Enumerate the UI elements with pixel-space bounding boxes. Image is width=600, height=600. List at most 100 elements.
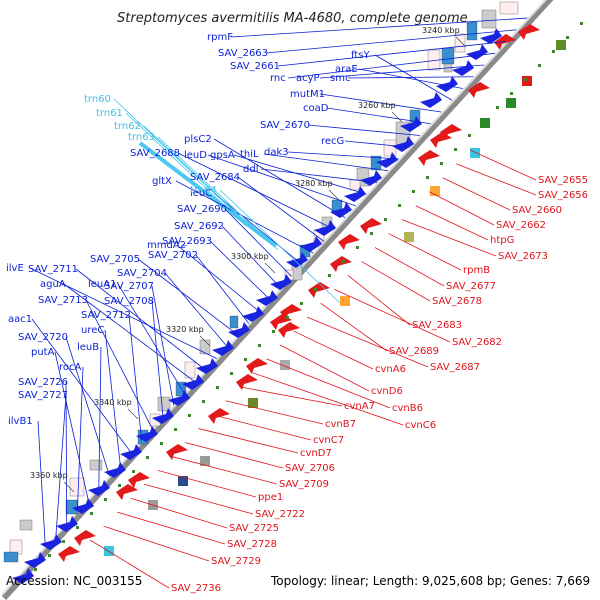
forward-leader-line [177, 152, 335, 230]
track-tick [370, 232, 373, 235]
forward-gene-label: SAV_2663 [218, 48, 268, 59]
track-tick [160, 442, 163, 445]
track-tick [454, 148, 457, 151]
kbp-layer: 3240 kbp 3260 kbp 3280 kbp 3300 kbp 3320 kbp… [30, 26, 467, 493]
forward-gene-label: SAV_2670 [260, 120, 310, 131]
forward-leader-line [307, 124, 421, 136]
forward-leader-line [213, 138, 346, 218]
reverse-gene-label: cvnA6 [375, 364, 406, 375]
forward-leader-line [75, 268, 207, 371]
forward-gene-label: aguA [40, 279, 66, 290]
forward-gene-arrow [242, 306, 264, 322]
forward-gene-label: ilvE [6, 263, 24, 274]
kbp-tick-mark [391, 111, 403, 123]
forward-gene-label: SAV_2720 [18, 332, 68, 343]
track-tick [482, 120, 485, 123]
genome-title: Streptomyces avermitilis MA-4680, comple… [117, 11, 468, 26]
feature-marker [470, 148, 480, 158]
forward-leader-line [221, 225, 282, 289]
forward-gene-label: SAV_2661 [230, 61, 280, 72]
gene-block [89, 459, 103, 471]
reverse-gene-label: SAV_2660 [512, 205, 562, 216]
reverse-gene-label: SAV_2656 [538, 190, 588, 201]
track-tick [524, 78, 527, 81]
forward-gene-label: acyP [296, 73, 320, 84]
kbp-tick-mark [199, 335, 211, 347]
track-tick [62, 540, 65, 543]
track-tick [412, 190, 415, 193]
forward-leader-line [128, 314, 143, 441]
gene-block [157, 396, 171, 412]
forward-gene-label: SAV_2704 [117, 268, 167, 279]
track-tick [468, 134, 471, 137]
track-tick [76, 526, 79, 529]
reverse-gene-label: SAV_2687 [430, 362, 480, 373]
trna-label: trn61 [96, 108, 123, 119]
forward-gene-label: rocA [59, 362, 82, 373]
gene-block [3, 551, 19, 563]
forward-gene-arrow [300, 236, 322, 252]
forward-leader-line [29, 267, 217, 359]
reverse-leader-line [144, 483, 254, 515]
kbp-tick-mark [264, 262, 276, 274]
forward-gene-label: ddl [243, 164, 258, 175]
reverse-leader-line [442, 177, 511, 211]
forward-gene-arrow [314, 220, 336, 236]
forward-gene-label: leuC [190, 188, 212, 199]
forward-leader-line [55, 394, 67, 535]
forward-gene-arrow [452, 60, 474, 76]
forward-leader-line [65, 336, 110, 477]
reverse-gene-label: rpmB [463, 265, 490, 276]
forward-gene-label: SAV_2690 [177, 204, 227, 215]
track-tick [104, 498, 107, 501]
forward-gene-arrow [270, 274, 292, 290]
forward-leader-line [85, 299, 153, 430]
track-tick [300, 302, 303, 305]
forward-leader-line [104, 329, 121, 465]
kbp-tick-label: 3300 kbp [231, 252, 269, 261]
track-tick [118, 484, 121, 487]
forward-gene-arrow [376, 152, 398, 168]
forward-leader-line [213, 192, 303, 265]
forward-gene-arrow [436, 76, 458, 92]
reverse-leader-line [306, 316, 429, 368]
forward-gene-label: SAV_2708 [104, 296, 154, 307]
kbp-tick-label: 3360 kbp [30, 471, 68, 480]
gene-block [454, 33, 466, 53]
forward-gene-label: ftsY [351, 50, 370, 61]
gene-block [466, 21, 478, 41]
track-tick [230, 372, 233, 375]
genome-backbone-highlight [1, 0, 547, 596]
track-tick [384, 218, 387, 221]
reverse-gene-label: ppe1 [258, 492, 283, 503]
reverse-gene-label: SAV_2736 [171, 583, 221, 594]
forward-leader-line [277, 41, 506, 67]
leader-layer [29, 17, 537, 589]
track-tick [510, 92, 513, 95]
forward-gene-arrow [12, 568, 34, 584]
feature-marker [340, 296, 350, 306]
forward-gene-arrow [228, 322, 250, 338]
forward-gene-label: SAV_2692 [174, 221, 224, 232]
gene-block [229, 315, 239, 329]
forward-gene-arrow [392, 136, 414, 152]
forward-gene-label: thiL [240, 149, 259, 160]
reverse-gene-label: SAV_2662 [496, 220, 546, 231]
track-tick [440, 162, 443, 165]
kbp-tick-mark [328, 189, 340, 201]
gene-block [499, 1, 519, 15]
reverse-gene-arrow [418, 150, 440, 166]
forward-gene-arrow [104, 462, 126, 478]
reverse-leader-line [171, 456, 278, 485]
forward-gene-label: ureC [81, 325, 104, 336]
kbp-tick-label: 3260 kbp [358, 101, 396, 110]
forward-gene-arrow [88, 480, 110, 496]
forward-leader-line [164, 272, 228, 348]
reverse-gene-label: SAV_2709 [279, 479, 329, 490]
forward-gene-label: SAV_2702 [148, 250, 198, 261]
reverse-gene-arrow [116, 484, 138, 500]
track-tick [216, 386, 219, 389]
forward-leader-line [287, 151, 399, 160]
kbp-tick-mark [455, 36, 467, 48]
reverse-leader-line [184, 442, 284, 469]
